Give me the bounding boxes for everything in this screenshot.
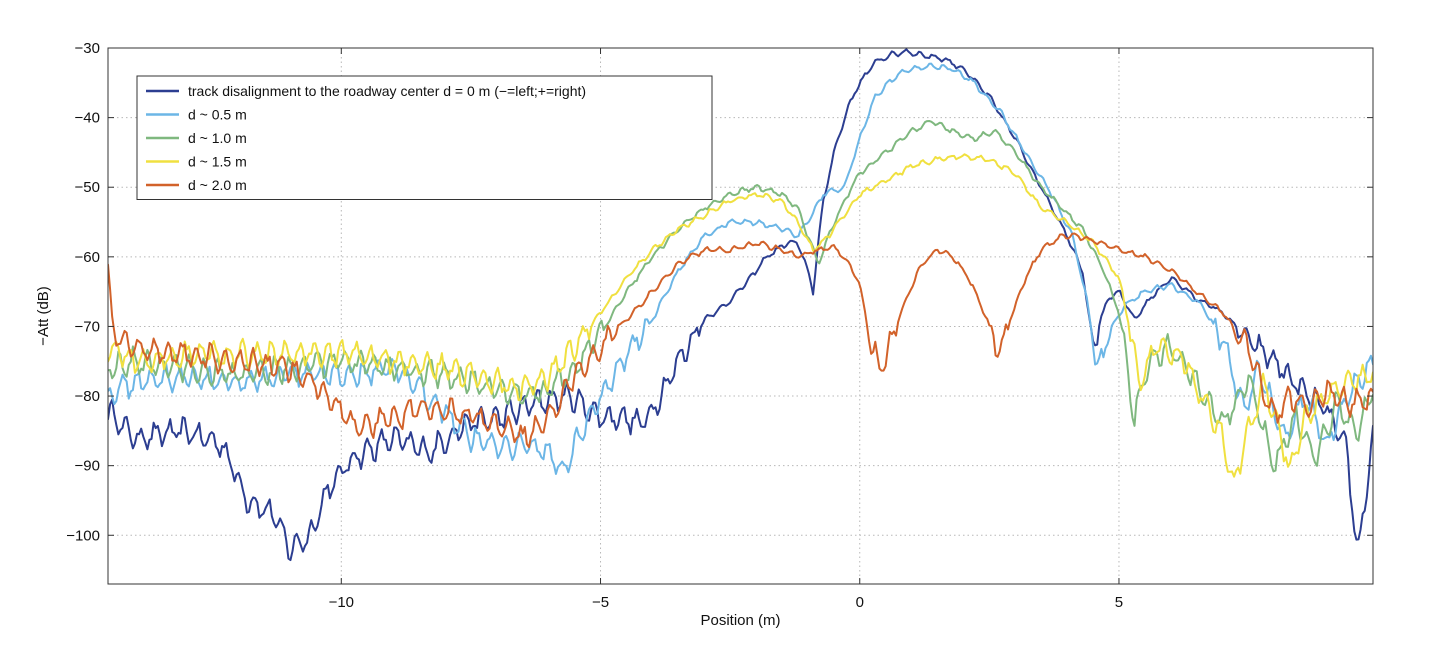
legend-label: d ~ 1.5 m	[188, 154, 247, 170]
x-axis-title: Position (m)	[700, 612, 780, 629]
y-axis-title: −Att (dB)	[35, 286, 52, 346]
y-tick-label: −70	[75, 318, 100, 335]
legend-label: d ~ 0.5 m	[188, 107, 247, 123]
y-tick-label: −90	[75, 458, 100, 475]
legend-box	[136, 75, 713, 200]
y-tick-label: −40	[75, 110, 100, 127]
plot-area-frame	[107, 47, 1374, 585]
y-tick-label: −100	[66, 527, 100, 544]
series-line-0	[108, 48, 1373, 562]
legend-label: d ~ 1.0 m	[188, 130, 247, 146]
y-axis-ticks: −30 −40 −50 −60 −70 −80 −90 −100	[66, 40, 1373, 544]
legend-items: track disalignment to the roadway center…	[146, 83, 586, 193]
legend-label: track disalignment to the roadway center…	[188, 83, 586, 99]
legend-label: d ~ 2.0 m	[188, 177, 247, 193]
x-tick-label: 5	[1115, 594, 1123, 611]
series-line-1	[108, 62, 1373, 475]
y-tick-label: −30	[75, 40, 100, 57]
x-axis-ticks: −10 −5 0 5	[329, 48, 1123, 611]
y-tick-label: −80	[75, 388, 100, 405]
y-tick-label: −50	[75, 179, 100, 196]
series-line-4	[108, 232, 1373, 449]
x-tick-label: 0	[856, 594, 864, 611]
series-line-3	[108, 153, 1373, 478]
legend: track disalignment to the roadway center…	[136, 75, 713, 200]
x-tick-label: −10	[329, 594, 354, 611]
x-tick-label: −5	[592, 594, 609, 611]
series-group	[108, 48, 1373, 562]
y-tick-label: −60	[75, 249, 100, 266]
